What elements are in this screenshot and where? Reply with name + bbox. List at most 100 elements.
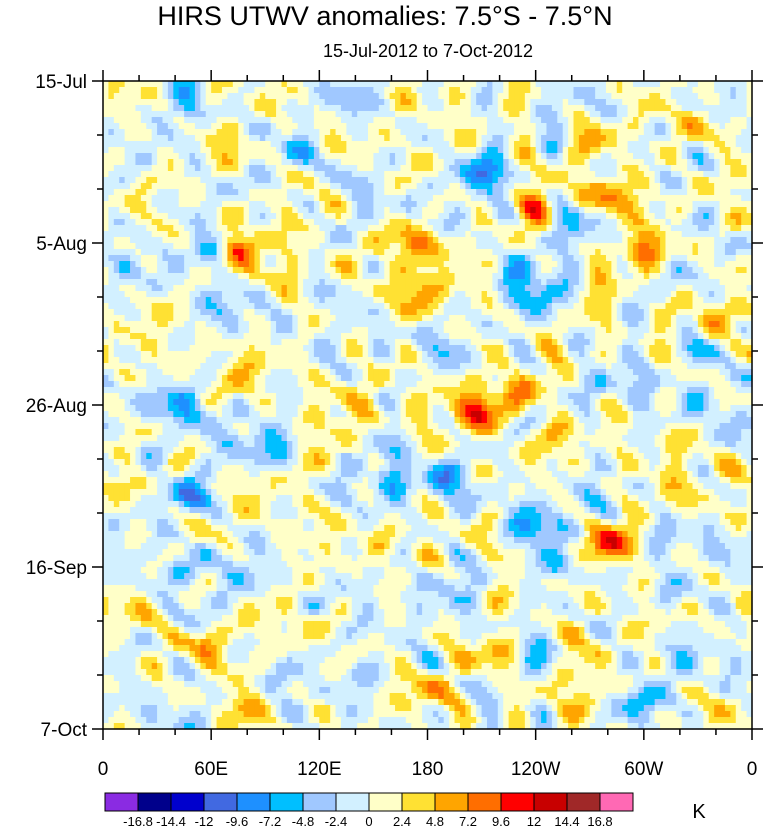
heatmap-cell [330,111,337,118]
heatmap-cell [741,315,748,322]
heatmap-cell [135,117,142,124]
heatmap-cell [221,177,228,184]
heatmap-cell [703,255,710,262]
heatmap-cell [189,177,196,184]
heatmap-cell [449,267,456,274]
heatmap-cell [362,261,369,268]
heatmap-cell [660,303,667,310]
heatmap-cell [746,189,753,196]
heatmap-cell [227,159,234,166]
heatmap-cell [173,255,180,262]
heatmap-cell [681,153,688,160]
heatmap-cell [297,183,304,190]
heatmap-cell [200,93,207,100]
heatmap-cell [708,279,715,286]
heatmap-cell [508,87,515,94]
heatmap-cell [238,255,245,262]
heatmap-cell [335,261,342,268]
heatmap-cell [368,105,375,112]
heatmap-cell [654,117,661,124]
heatmap-cell [443,129,450,136]
heatmap-cell [351,291,358,298]
heatmap-cell [286,165,293,172]
heatmap-cell [665,213,672,220]
heatmap-cell [497,81,504,88]
heatmap-cell [546,297,553,304]
heatmap-cell [492,99,499,106]
heatmap-cell [238,105,245,112]
heatmap-cell [211,207,218,214]
heatmap-cell [108,117,115,124]
heatmap-cell [157,255,164,262]
heatmap-cell [422,279,429,286]
heatmap-cell [119,231,126,238]
heatmap-cell [221,213,228,220]
heatmap-cell [103,105,110,112]
heatmap-cell [238,237,245,244]
heatmap-cell [162,261,169,268]
heatmap-cell [719,117,726,124]
heatmap-cell [476,81,483,88]
heatmap-cell [303,219,310,226]
heatmap-cell [719,183,726,190]
heatmap-cell [330,189,337,196]
heatmap-cell [492,327,499,334]
heatmap-cell [676,225,683,232]
heatmap-cell [643,291,650,298]
heatmap-cell [119,105,126,112]
heatmap-cell [568,297,575,304]
heatmap-cell [395,117,402,124]
heatmap-cell [146,321,153,328]
heatmap-cell [654,207,661,214]
heatmap-cell [254,273,261,280]
heatmap-cell [124,327,131,334]
heatmap-cell [140,291,147,298]
heatmap-cell [459,285,466,292]
heatmap-cell [535,249,542,256]
heatmap-cell [281,309,288,316]
heatmap-cell [562,165,569,172]
heatmap-cell [405,81,412,88]
heatmap-cell [173,315,180,322]
heatmap-cell [135,309,142,316]
heatmap-cell [254,129,261,136]
heatmap-cell [324,195,331,202]
heatmap-cell [605,177,612,184]
heatmap-cell [378,309,385,316]
heatmap-cell [119,183,126,190]
heatmap-cell [573,129,580,136]
heatmap-cell [103,135,110,142]
heatmap-cell [216,285,223,292]
heatmap-cell [303,303,310,310]
heatmap-cell [292,309,299,316]
heatmap-cell [395,249,402,256]
heatmap-cell [270,327,277,334]
heatmap-cell [611,189,618,196]
heatmap-cell [194,165,201,172]
heatmap-cell [276,171,283,178]
heatmap-cell [221,207,228,214]
heatmap-cell [103,195,110,202]
heatmap-cell [178,87,185,94]
heatmap-cell [681,123,688,130]
heatmap-cell [286,297,293,304]
heatmap-cell [600,87,607,94]
heatmap-cell [216,123,223,130]
heatmap-cell [562,129,569,136]
heatmap-cell [492,81,499,88]
heatmap-cell [189,207,196,214]
heatmap-cell [265,207,272,214]
heatmap-cell [514,279,521,286]
heatmap-cell [346,171,353,178]
heatmap-cell [584,285,591,292]
heatmap-cell [660,93,667,100]
heatmap-cell [665,159,672,166]
heatmap-cell [384,297,391,304]
heatmap-cell [422,117,429,124]
heatmap-cell [670,189,677,196]
heatmap-cell [400,225,407,232]
heatmap-cell [497,321,504,328]
heatmap-cell [551,279,558,286]
heatmap-cell [546,153,553,160]
heatmap-cell [551,81,558,88]
